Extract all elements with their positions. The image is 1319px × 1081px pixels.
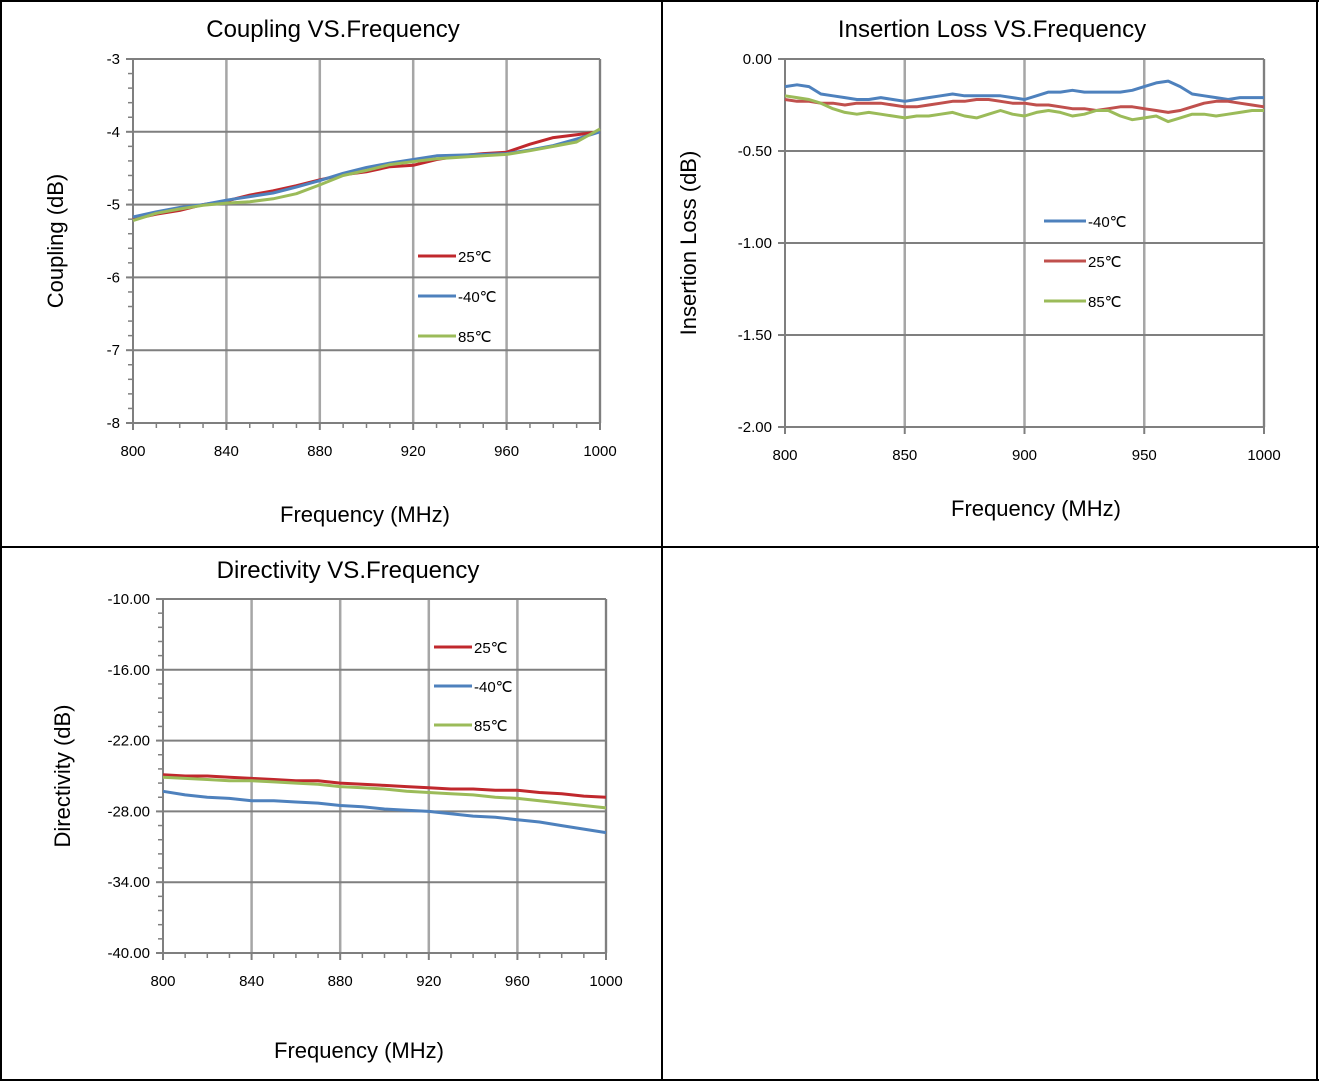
y-axis-title: Directivity (dB): [50, 704, 75, 847]
border-top: [0, 0, 1319, 2]
x-tick-label: 880: [307, 443, 332, 460]
series-line: [162, 773, 607, 799]
series-line: [162, 789, 607, 835]
y-tick-label: -5: [107, 197, 120, 214]
legend-label: 25℃: [474, 640, 508, 657]
y-tick-label: -4: [107, 124, 120, 141]
y-tick-label: -6: [107, 269, 120, 286]
border-right: [1316, 0, 1318, 1081]
y-tick-label: 0.00: [743, 51, 772, 68]
chart-title: Directivity VS.Frequency: [217, 557, 480, 584]
chart-title: Insertion Loss VS.Frequency: [838, 16, 1146, 43]
y-tick-label: -10.00: [107, 591, 150, 608]
series-line: [132, 127, 601, 223]
y-tick-label: -0.50: [738, 143, 772, 160]
y-tick-label: -22.00: [107, 733, 150, 750]
legend-label: -40℃: [474, 679, 513, 696]
y-axis-title: Insertion Loss (dB): [676, 151, 701, 336]
legend-label: 85℃: [458, 329, 492, 346]
y-tick-label: -28.00: [107, 803, 150, 820]
x-tick-label: 800: [772, 447, 797, 464]
series-line: [784, 98, 1265, 114]
x-tick-label: 840: [214, 443, 239, 460]
x-tick-label: 960: [494, 443, 519, 460]
series-line: [162, 775, 607, 810]
border-left: [0, 0, 2, 1081]
series-line: [784, 79, 1264, 103]
y-axis-title: Coupling (dB): [43, 174, 68, 309]
border-middle-horizontal: [0, 546, 1319, 548]
legend-label: -40℃: [458, 289, 497, 306]
x-tick-label: 880: [328, 973, 353, 990]
x-tick-label: 840: [239, 973, 264, 990]
y-tick-label: -2.00: [738, 419, 772, 436]
x-tick-label: 960: [505, 973, 530, 990]
y-tick-label: -1.50: [738, 327, 772, 344]
y-tick-label: -40.00: [107, 945, 150, 962]
chart-title: Coupling VS.Frequency: [206, 16, 459, 43]
legend-label: 25℃: [458, 249, 492, 266]
y-tick-label: -34.00: [107, 874, 150, 891]
x-tick-label: 1000: [1247, 447, 1280, 464]
x-tick-label: 800: [150, 973, 175, 990]
legend-label: 85℃: [1088, 294, 1122, 311]
x-tick-label: 920: [416, 973, 441, 990]
x-tick-label: 1000: [589, 973, 622, 990]
x-tick-label: 920: [401, 443, 426, 460]
legend-label: 25℃: [1088, 254, 1122, 271]
series-line: [784, 94, 1264, 124]
x-axis-title: Frequency (MHz): [280, 502, 450, 527]
y-tick-label: -3: [107, 51, 120, 68]
legend-label: 85℃: [474, 718, 508, 735]
y-tick-label: -16.00: [107, 662, 150, 679]
x-tick-label: 900: [1012, 447, 1037, 464]
border-bottom: [0, 1079, 1319, 1081]
legend-label: -40℃: [1088, 214, 1127, 231]
x-axis-title: Frequency (MHz): [951, 496, 1121, 521]
y-tick-label: -1.00: [738, 235, 772, 252]
x-tick-label: 950: [1132, 447, 1157, 464]
x-axis-title: Frequency (MHz): [274, 1038, 444, 1063]
border-middle-vertical: [661, 0, 663, 1081]
x-tick-label: 850: [892, 447, 917, 464]
x-tick-label: 800: [120, 443, 145, 460]
x-tick-label: 1000: [583, 443, 616, 460]
y-tick-label: -7: [107, 342, 120, 359]
y-tick-label: -8: [107, 415, 120, 432]
